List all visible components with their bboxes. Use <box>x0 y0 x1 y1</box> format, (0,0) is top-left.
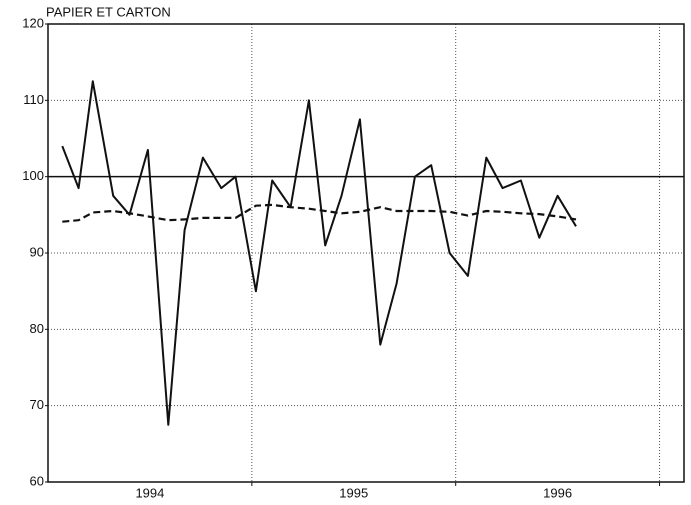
y-tick-label: 90 <box>30 244 44 259</box>
y-tick-label: 80 <box>30 321 44 336</box>
series-line <box>61 80 577 426</box>
y-tick-label: 70 <box>30 397 44 412</box>
plot-frame <box>47 23 685 483</box>
y-tick-label: 110 <box>23 92 44 107</box>
x-tick-label: 1996 <box>543 485 572 500</box>
dashed-line <box>62 203 577 223</box>
x-tick-label: 1995 <box>339 485 368 500</box>
y-tick-label: 60 <box>30 473 44 488</box>
x-tick-label: 1994 <box>135 485 164 500</box>
y-tick-label: 100 <box>22 168 44 183</box>
chart-title: PAPIER ET CARTON <box>46 4 171 19</box>
y-tick-label: 120 <box>22 15 44 30</box>
